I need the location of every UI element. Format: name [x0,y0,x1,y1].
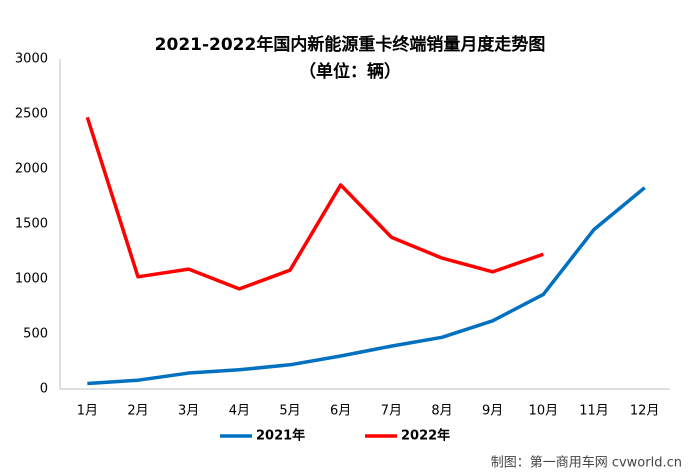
chart-title: 2021-2022年国内新能源重卡终端销量月度走势图 [155,34,546,55]
x-tick-label: 1月 [77,404,98,419]
x-tick-label: 7月 [381,404,402,419]
line-series [87,186,646,386]
x-tick-label: 4月 [229,404,250,419]
x-tick-label: 12月 [630,404,660,419]
y-tick-label: 3000 [15,52,48,67]
y-tick-label: 1000 [15,272,48,287]
y-tick-label: 2000 [15,162,48,177]
source: 制图：第一商用车网 cvworld.cn [491,455,682,471]
y-tick-label: 500 [23,327,48,342]
x-tick-label: 10月 [529,404,559,419]
legend-label: 2021年 [256,428,305,444]
x-tick-label: 11月 [579,404,609,419]
x-tick-label: 5月 [279,404,300,419]
line-series [85,116,544,291]
x-tick-label: 9月 [482,404,503,419]
x-tick-label: 8月 [431,404,452,419]
x-tick-label: 6月 [330,404,351,419]
y-tick-label: 2500 [15,107,48,122]
legend-label: 2022年 [401,428,450,444]
x-tick-label: 3月 [178,404,199,419]
y-tick-label: 0 [40,382,48,397]
y-tick-label: 1500 [15,217,48,232]
chart-subtitle: （单位：辆） [299,61,401,82]
x-tick-label: 2月 [127,404,148,419]
